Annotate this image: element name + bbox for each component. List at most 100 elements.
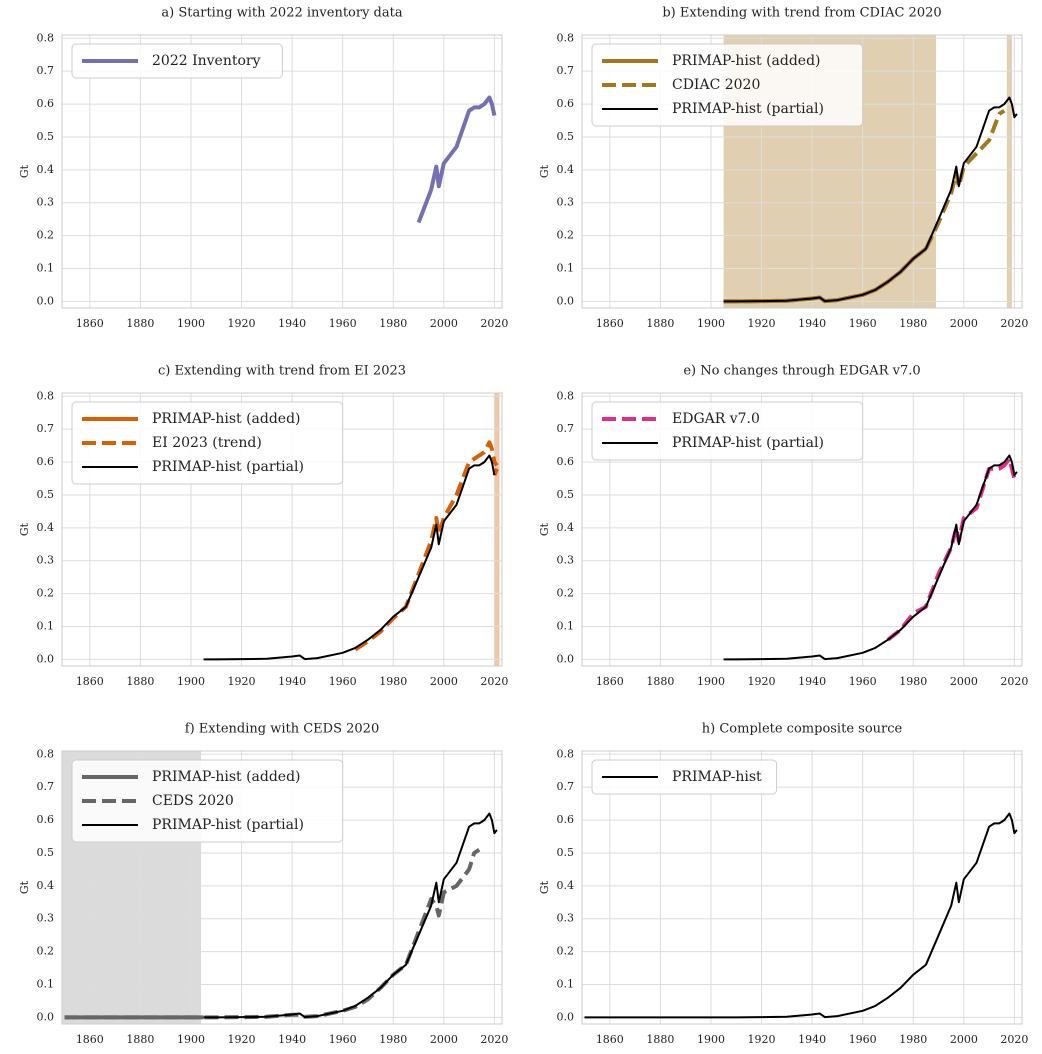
x-tick-label: 1980 bbox=[379, 675, 407, 688]
legend-label: PRIMAP-hist bbox=[672, 769, 762, 785]
y-tick-label: 0.1 bbox=[37, 262, 55, 275]
panel: 1860 1880 1900 1920 1940 1960 1980 2000 2020 0.0 0… bbox=[538, 722, 1028, 1047]
x-tick-label: 1920 bbox=[748, 675, 776, 688]
legend-label: PRIMAP-hist (partial) bbox=[152, 459, 304, 475]
legend-label: EI 2023 (trend) bbox=[152, 435, 262, 451]
y-tick-label: 0.2 bbox=[37, 945, 55, 958]
y-axis-label: Gt bbox=[18, 522, 31, 536]
y-tick-label: 0.3 bbox=[557, 196, 575, 209]
y-tick-label: 0.6 bbox=[557, 455, 575, 468]
x-tick-label: 1900 bbox=[177, 675, 205, 688]
y-axis-label: Gt bbox=[538, 164, 551, 178]
x-tick-label: 2020 bbox=[1000, 317, 1028, 330]
y-tick-label: 0.6 bbox=[37, 97, 55, 110]
x-tick-label: 1860 bbox=[76, 317, 104, 330]
y-tick-label: 0.0 bbox=[557, 294, 575, 307]
y-axis-label: Gt bbox=[538, 880, 551, 894]
x-tick-label: 2000 bbox=[950, 317, 978, 330]
x-tick-label: 1900 bbox=[697, 317, 725, 330]
x-tick-label: 2020 bbox=[1000, 675, 1028, 688]
x-tick-label: 1940 bbox=[278, 675, 306, 688]
x-tick-label: 2000 bbox=[430, 1033, 458, 1046]
y-tick-label: 0.6 bbox=[557, 813, 575, 826]
y-tick-label: 0.3 bbox=[557, 554, 575, 567]
x-tick-label: 1900 bbox=[177, 1033, 205, 1046]
chart-title: e) No changes through EDGAR v7.0 bbox=[683, 364, 920, 379]
x-tick-label: 2000 bbox=[430, 317, 458, 330]
chart-title: h) Complete composite source bbox=[702, 722, 903, 737]
y-tick-label: 0.7 bbox=[37, 780, 55, 793]
legend-label: PRIMAP-hist (added) bbox=[152, 769, 301, 785]
x-tick-label: 1960 bbox=[329, 1033, 357, 1046]
shaded-region bbox=[1006, 35, 1012, 308]
x-tick-label: 1980 bbox=[379, 317, 407, 330]
legend-label: PRIMAP-hist (partial) bbox=[152, 817, 304, 833]
x-tick-label: 2020 bbox=[480, 1033, 508, 1046]
x-tick-label: 2020 bbox=[480, 317, 508, 330]
x-tick-label: 1860 bbox=[596, 1033, 624, 1046]
x-tick-label: 1880 bbox=[126, 675, 154, 688]
legend-label: PRIMAP-hist (added) bbox=[152, 411, 301, 427]
x-tick-label: 1900 bbox=[177, 317, 205, 330]
y-tick-label: 0.7 bbox=[37, 422, 55, 435]
y-tick-label: 0.2 bbox=[557, 587, 575, 600]
x-tick-label: 1980 bbox=[899, 317, 927, 330]
y-tick-label: 0.0 bbox=[557, 652, 575, 665]
chart-title: c) Extending with trend from EI 2023 bbox=[158, 364, 406, 379]
y-tick-label: 0.7 bbox=[557, 64, 575, 77]
legend-label: CDIAC 2020 bbox=[672, 77, 760, 93]
legend-box bbox=[71, 401, 344, 485]
plot-frame bbox=[581, 392, 1023, 667]
x-tick-label: 1960 bbox=[329, 317, 357, 330]
legend-label: 2022 Inventory bbox=[152, 53, 261, 69]
y-tick-label: 0.8 bbox=[37, 389, 55, 402]
y-tick-label: 0.8 bbox=[557, 31, 575, 44]
y-tick-label: 0.0 bbox=[37, 1010, 55, 1023]
legend-box bbox=[591, 759, 778, 795]
x-tick-label: 1980 bbox=[899, 1033, 927, 1046]
y-tick-label: 0.5 bbox=[557, 846, 575, 859]
x-tick-label: 1900 bbox=[697, 1033, 725, 1046]
x-tick-label: 1860 bbox=[76, 1033, 104, 1046]
y-tick-label: 0.4 bbox=[557, 879, 575, 892]
x-tick-label: 1960 bbox=[329, 675, 357, 688]
y-tick-label: 0.4 bbox=[557, 163, 575, 176]
x-tick-label: 1860 bbox=[596, 675, 624, 688]
y-tick-label: 0.5 bbox=[557, 488, 575, 501]
shaded-region bbox=[494, 393, 500, 666]
y-tick-label: 0.0 bbox=[37, 652, 55, 665]
y-tick-label: 0.0 bbox=[557, 1010, 575, 1023]
series-line bbox=[203, 812, 498, 1019]
series-line bbox=[203, 454, 496, 661]
x-tick-label: 1880 bbox=[126, 317, 154, 330]
y-tick-label: 0.8 bbox=[557, 389, 575, 402]
y-tick-label: 0.6 bbox=[557, 97, 575, 110]
x-tick-label: 1920 bbox=[748, 317, 776, 330]
series-line bbox=[354, 440, 499, 652]
chart-title: a) Starting with 2022 inventory data bbox=[161, 6, 402, 21]
y-tick-label: 0.5 bbox=[37, 130, 55, 143]
y-tick-label: 0.4 bbox=[557, 521, 575, 534]
x-tick-label: 1960 bbox=[849, 675, 877, 688]
y-tick-label: 0.1 bbox=[37, 620, 55, 633]
legend-label: PRIMAP-hist (partial) bbox=[672, 435, 824, 451]
legend-box bbox=[71, 759, 344, 843]
y-tick-label: 0.4 bbox=[37, 879, 55, 892]
y-tick-label: 0.3 bbox=[37, 554, 55, 567]
plot-frame bbox=[61, 392, 503, 667]
y-tick-label: 0.8 bbox=[37, 747, 55, 760]
legend-label: PRIMAP-hist (added) bbox=[672, 53, 821, 69]
panel: 1860 1880 1900 1920 1940 1960 1980 2000 2020 0.0 0… bbox=[18, 6, 508, 331]
x-tick-label: 1860 bbox=[596, 317, 624, 330]
y-tick-label: 0.6 bbox=[37, 813, 55, 826]
y-tick-label: 0.2 bbox=[37, 229, 55, 242]
panel: 1860 1880 1900 1920 1940 1960 1980 2000 2020 0.0 0… bbox=[538, 6, 1028, 331]
x-tick-label: 1940 bbox=[798, 675, 826, 688]
x-tick-label: 1940 bbox=[278, 1033, 306, 1046]
plot-frame bbox=[581, 34, 1023, 309]
y-tick-label: 0.3 bbox=[37, 912, 55, 925]
legend-box bbox=[591, 401, 864, 461]
x-tick-label: 2020 bbox=[480, 675, 508, 688]
y-tick-label: 0.7 bbox=[37, 64, 55, 77]
